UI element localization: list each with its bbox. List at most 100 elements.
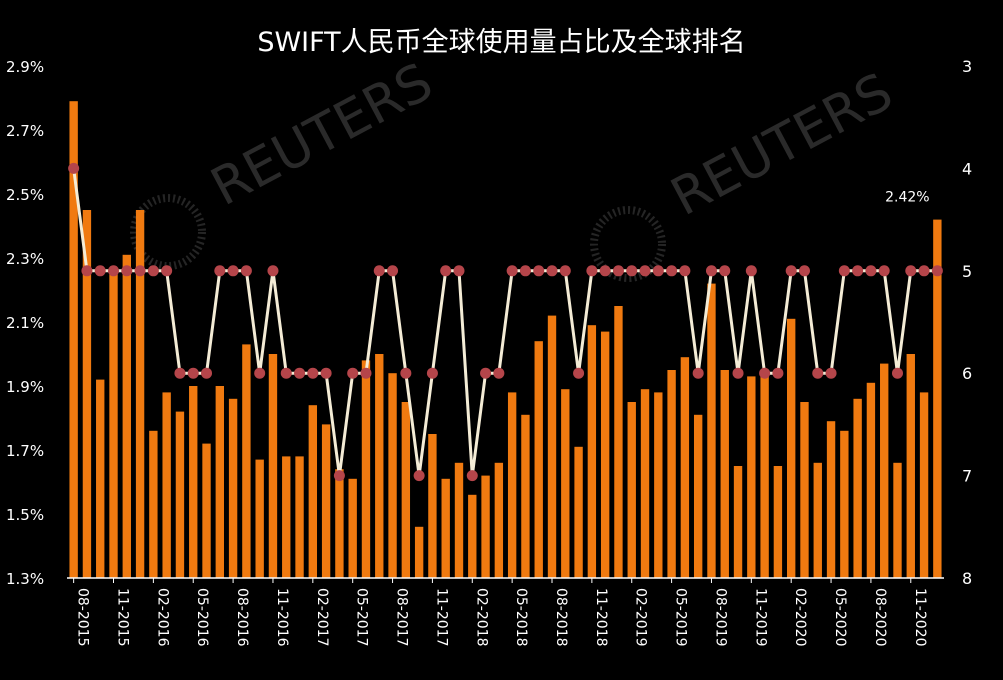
bar xyxy=(494,462,504,578)
bar xyxy=(268,354,278,578)
y-left-tick-label: 2.5% xyxy=(6,186,44,204)
rank-marker xyxy=(360,367,372,379)
rank-marker xyxy=(400,367,412,379)
bar xyxy=(866,382,876,578)
rank-marker xyxy=(506,265,518,277)
rank-marker xyxy=(174,367,186,379)
watermark-text: REUTERS xyxy=(662,62,903,228)
chart-title: SWIFT人民币全球使用量占比及全球排名 xyxy=(257,27,746,58)
rank-marker xyxy=(878,265,890,277)
watermark-logo xyxy=(130,194,206,270)
x-tick-label: 05-2019 xyxy=(673,588,689,647)
bar xyxy=(481,475,490,578)
rank-marker xyxy=(373,265,385,277)
x-tick-label: 02-2019 xyxy=(633,588,649,647)
bar xyxy=(826,421,836,578)
bar xyxy=(242,344,251,578)
rank-marker xyxy=(559,265,571,277)
x-tick-label: 08-2016 xyxy=(234,588,250,647)
bar xyxy=(507,392,517,578)
bar xyxy=(893,462,902,578)
rank-marker xyxy=(493,367,505,379)
rank-marker xyxy=(147,265,159,277)
bar xyxy=(654,392,663,578)
bar xyxy=(574,446,583,578)
bar xyxy=(202,443,211,578)
bar xyxy=(667,370,676,578)
bar xyxy=(321,424,331,578)
bar xyxy=(640,389,650,578)
bar xyxy=(454,462,464,578)
rank-marker xyxy=(626,265,638,277)
rank-marker xyxy=(679,265,691,277)
y-right-tick-label: 7 xyxy=(962,467,972,486)
x-tick-label: 11-2019 xyxy=(752,588,768,647)
bar xyxy=(720,370,729,578)
rank-marker xyxy=(413,470,425,482)
bar xyxy=(693,414,703,578)
rank-marker xyxy=(214,265,226,277)
rank-marker xyxy=(546,265,558,277)
bar xyxy=(135,210,145,578)
rank-marker xyxy=(294,367,306,379)
bar xyxy=(561,389,570,578)
rank-marker xyxy=(719,265,731,277)
x-tick-label: 05-2017 xyxy=(354,588,370,647)
y-right-tick-label: 5 xyxy=(962,262,972,281)
y-left-tick-label: 1.5% xyxy=(6,506,44,524)
rank-marker xyxy=(426,367,438,379)
bar xyxy=(840,430,849,578)
bar xyxy=(375,354,384,578)
rank-marker xyxy=(705,265,717,277)
rank-marker xyxy=(692,367,704,379)
rank-marker xyxy=(519,265,531,277)
rank-marker xyxy=(652,265,664,277)
bar xyxy=(813,462,822,578)
bar xyxy=(414,526,424,578)
x-tick-label: 11-2015 xyxy=(115,588,131,647)
watermark-text: REUTERS xyxy=(202,52,443,218)
x-tick-label: 08-2020 xyxy=(872,588,888,647)
y-left-tick-label: 1.3% xyxy=(6,570,44,588)
rank-marker xyxy=(267,265,279,277)
x-tick-label: 08-2017 xyxy=(394,588,410,647)
x-tick-label: 11-2017 xyxy=(433,588,449,647)
bar xyxy=(614,306,623,578)
bar xyxy=(348,478,357,578)
bar xyxy=(149,430,158,578)
rank-marker xyxy=(865,265,877,277)
rank-marker xyxy=(639,265,651,277)
bar xyxy=(441,478,450,578)
rank-marker xyxy=(201,367,213,379)
rank-marker xyxy=(453,265,465,277)
rank-marker xyxy=(825,367,837,379)
rank-marker xyxy=(320,367,332,379)
x-tick-label: 08-2015 xyxy=(75,588,91,647)
rank-marker xyxy=(852,265,864,277)
rank-marker xyxy=(227,265,239,277)
bar xyxy=(175,411,185,578)
rank-marker xyxy=(931,265,943,277)
x-tick-label: 05-2018 xyxy=(513,588,529,647)
rank-marker xyxy=(81,265,93,277)
x-tick-label: 02-2016 xyxy=(154,588,170,647)
x-tick-label: 05-2020 xyxy=(832,588,848,647)
rank-marker xyxy=(745,265,757,277)
bar xyxy=(335,469,344,578)
bar xyxy=(787,318,796,578)
bar xyxy=(919,392,929,578)
rank-marker xyxy=(68,162,80,174)
rank-marker xyxy=(280,367,292,379)
rank-marker xyxy=(891,367,903,379)
rank-marker xyxy=(905,265,917,277)
y-right-tick-label: 3 xyxy=(962,57,972,76)
y-left-tick-label: 2.7% xyxy=(6,122,44,140)
bar xyxy=(388,373,397,578)
rank-marker xyxy=(838,265,850,277)
rank-marker xyxy=(732,367,744,379)
rank-marker xyxy=(108,265,120,277)
x-tick-label: 02-2018 xyxy=(473,588,489,647)
bar xyxy=(707,283,716,578)
